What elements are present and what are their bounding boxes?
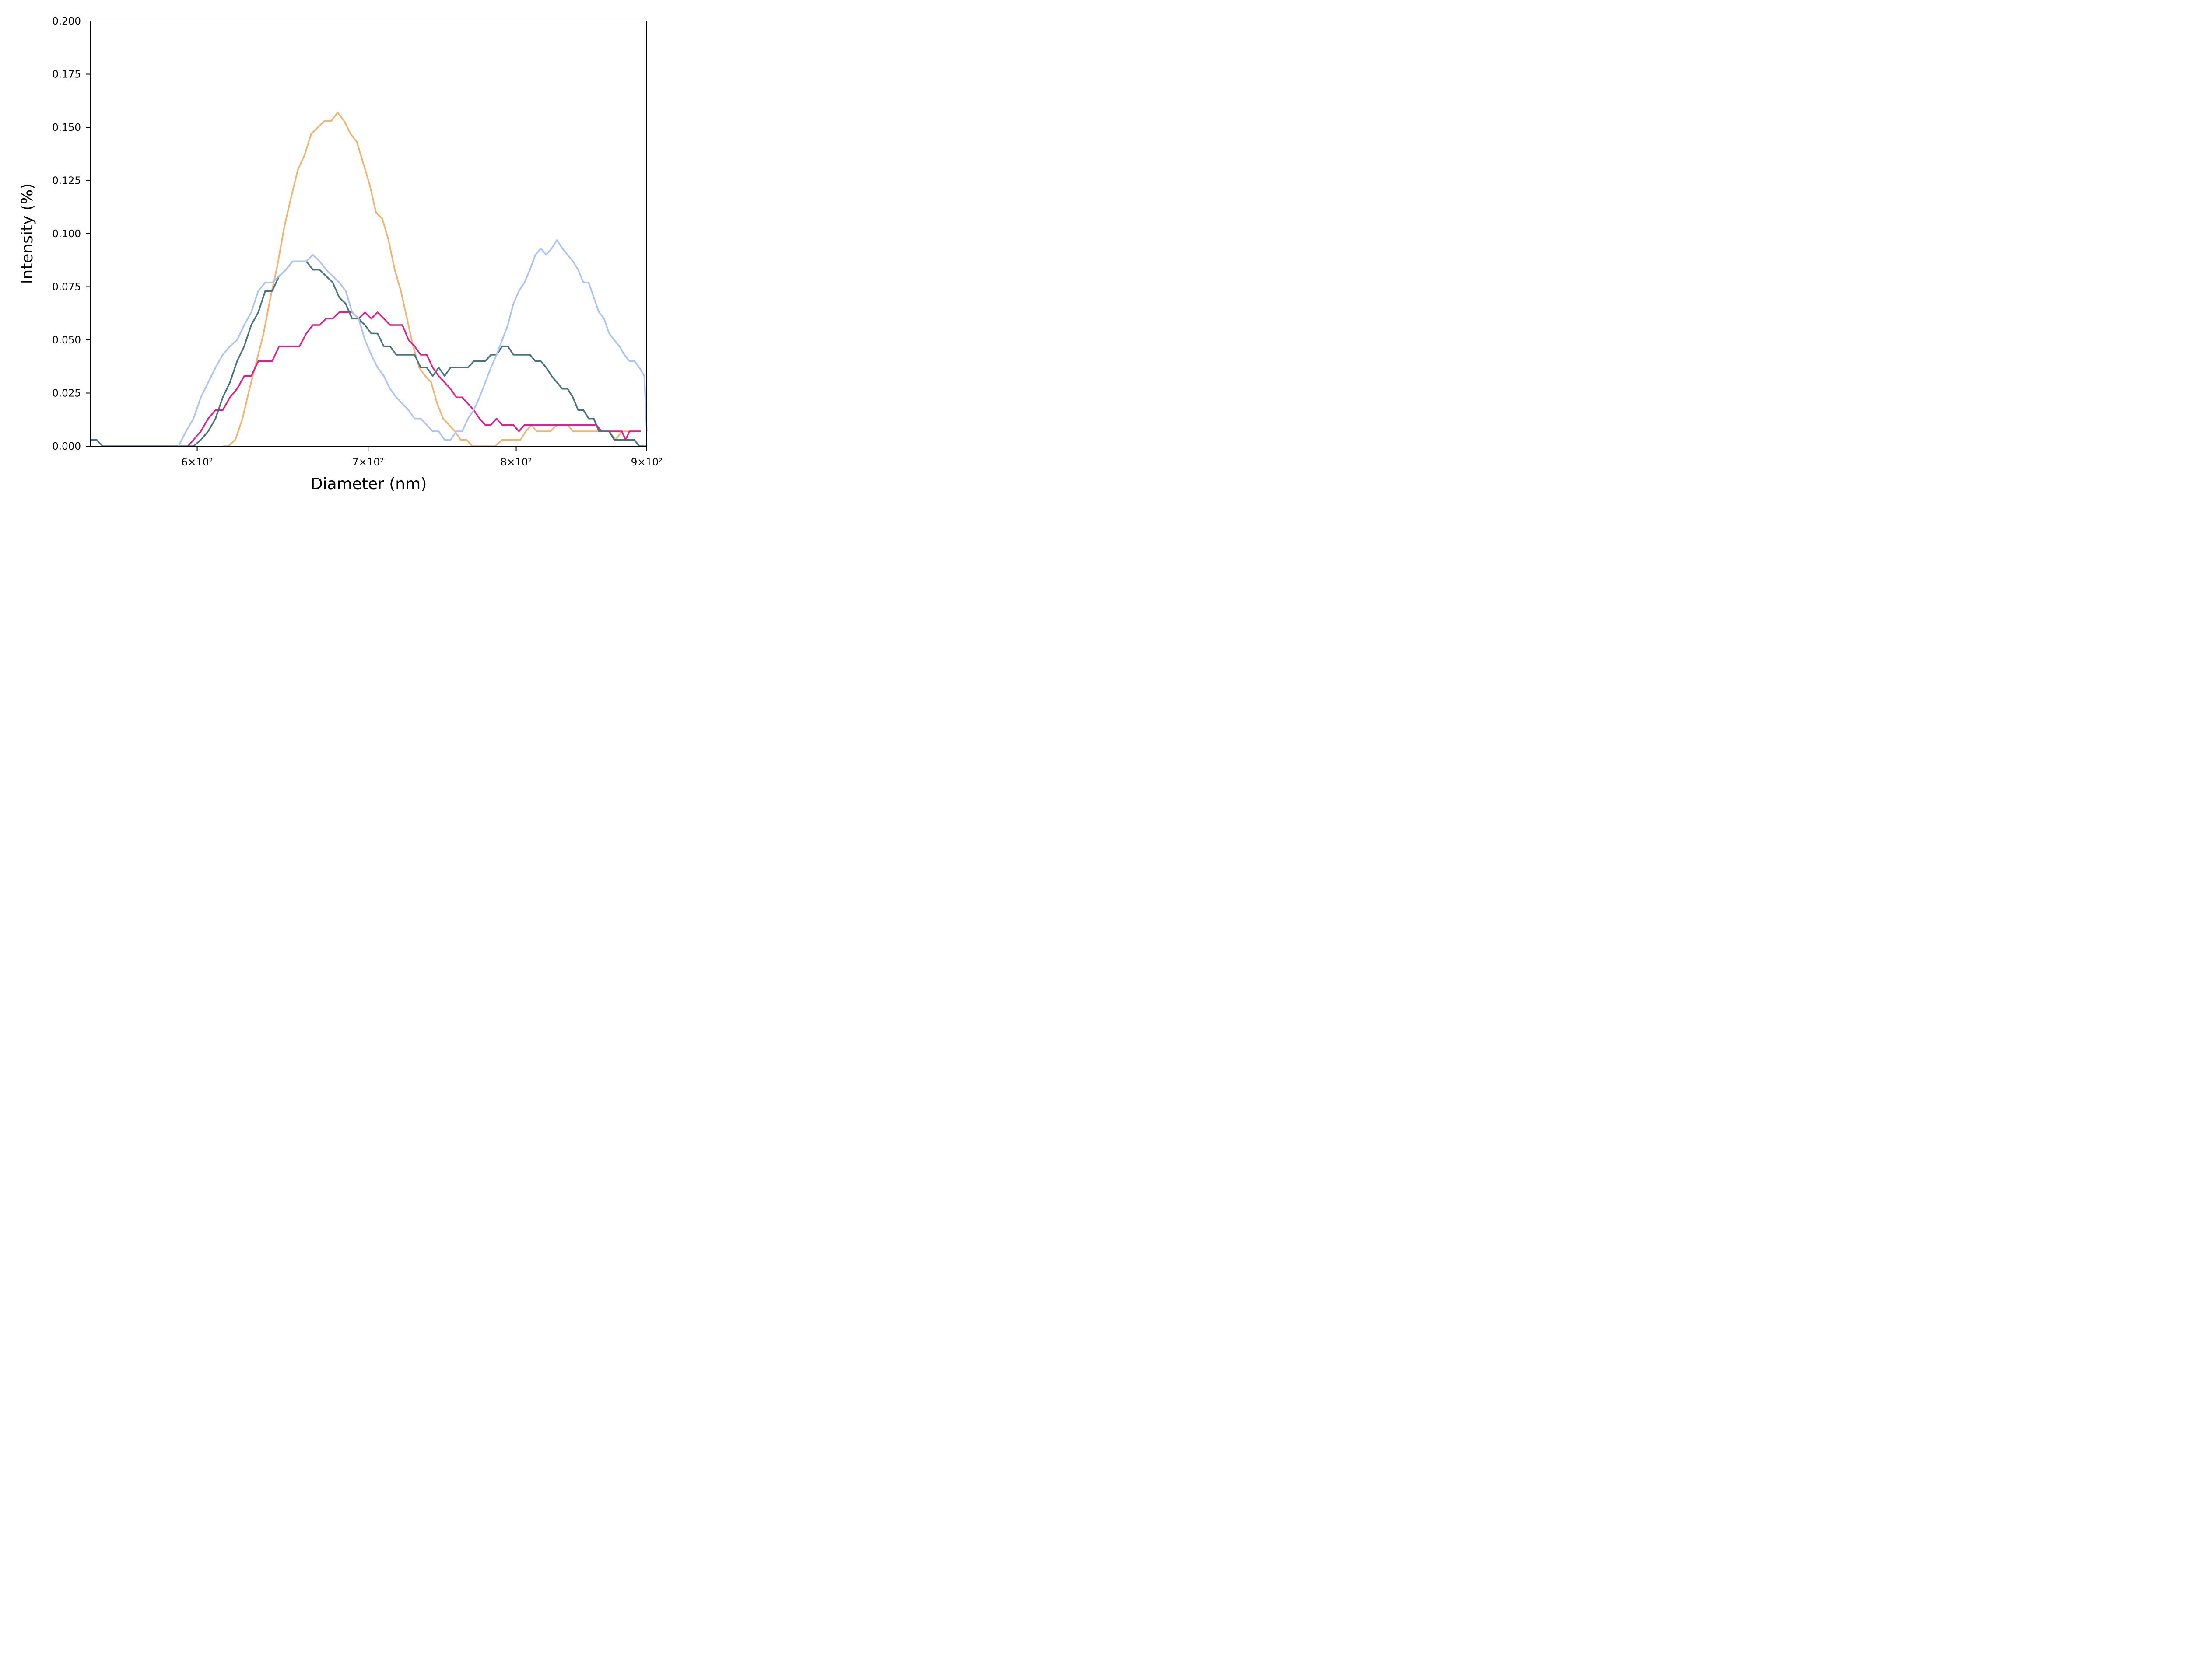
y-tick-label: 0.125: [52, 175, 81, 187]
y-axis-ticks: 0.000 0.025 0.050 0.075 0.100 0.125 0.150 0.175…: [52, 16, 91, 452]
plot-frame: [90, 21, 647, 447]
x-axis-ticks: 6×10² 7×10² 8×10² 9×10²: [181, 446, 663, 468]
series-lines: [91, 112, 648, 447]
x-axis-label: Diameter (nm): [311, 475, 427, 493]
x-tick-label: 9×10²: [631, 457, 663, 468]
y-axis-label: Intensity (%): [18, 183, 36, 284]
y-tick-label: 0.200: [52, 16, 81, 27]
x-tick-label: 7×10²: [352, 457, 384, 468]
series-line-2: [187, 312, 641, 447]
series-line-4: [178, 239, 648, 447]
x-tick-label: 8×10²: [500, 457, 532, 468]
y-tick-label: 0.000: [52, 441, 81, 452]
line-chart: 6×10² 7×10² 8×10² 9×10² 0.000 0.025 0.050 0.07…: [18, 16, 663, 493]
y-tick-label: 0.050: [52, 335, 81, 346]
y-tick-label: 0.150: [52, 122, 81, 133]
x-tick-label: 6×10²: [181, 457, 213, 468]
y-tick-label: 0.175: [52, 69, 81, 80]
y-tick-label: 0.025: [52, 388, 81, 399]
series-line-3: [91, 260, 647, 447]
series-line-1: [223, 112, 641, 447]
y-tick-label: 0.075: [52, 282, 81, 293]
y-tick-label: 0.100: [52, 228, 81, 240]
